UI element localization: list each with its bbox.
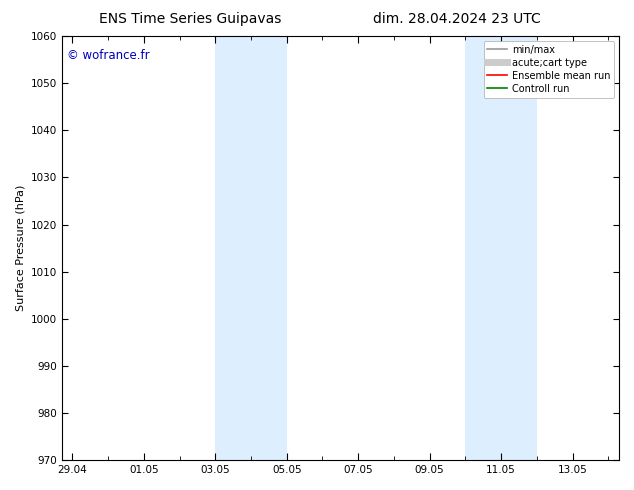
Bar: [465, 36, 537, 460]
Text: dim. 28.04.2024 23 UTC: dim. 28.04.2024 23 UTC: [373, 12, 540, 26]
Text: © wofrance.fr: © wofrance.fr: [67, 49, 150, 62]
Legend: min/max, acute;cart type, Ensemble mean run, Controll run: min/max, acute;cart type, Ensemble mean …: [484, 41, 614, 98]
Bar: [216, 36, 287, 460]
Text: ENS Time Series Guipavas: ENS Time Series Guipavas: [99, 12, 281, 26]
Y-axis label: Surface Pressure (hPa): Surface Pressure (hPa): [15, 185, 25, 311]
